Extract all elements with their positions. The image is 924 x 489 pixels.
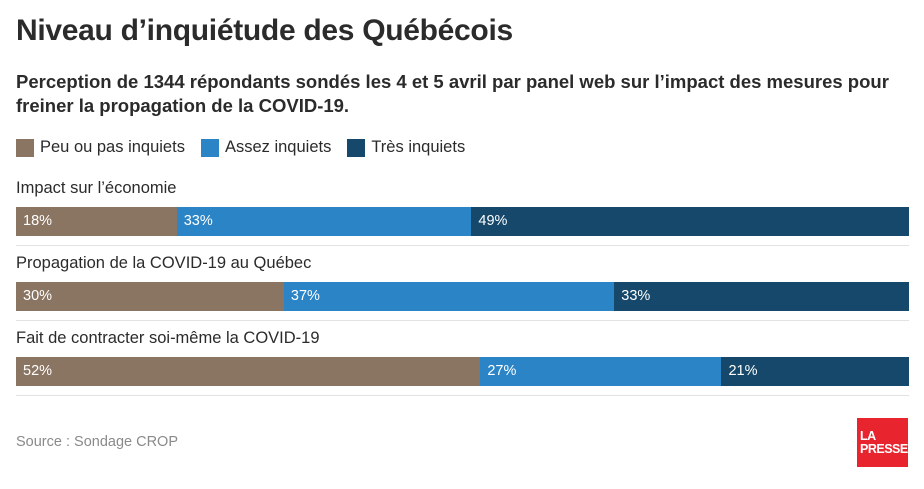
legend: Peu ou pas inquiets Assez inquiets Très in… [16,138,465,157]
stacked-bar: 18% 33% 49% [16,207,909,236]
bar-segment: 30% [16,282,284,311]
chart-title: Niveau d’inquiétude des Québécois [16,14,513,47]
legend-label: Très inquiets [371,138,466,156]
category-label: Propagation de la COVID-19 au Québec [16,254,312,272]
chart-row: Propagation de la COVID-19 au Québec 30% 3… [16,253,909,328]
legend-item: Peu ou pas inquiets [16,138,185,157]
stacked-bar: 52% 27% 21% [16,357,909,386]
bar-segment: 37% [283,282,615,311]
legend-swatch [16,138,34,157]
chart-row: Fait de contracter soi-même la COVID-19 5… [16,328,909,403]
legend-item: Assez inquiets [200,138,332,157]
chart-subtitle: Perception de 1344 répondants sondés les… [16,71,889,116]
source-note: Source : Sondage CROP [16,434,179,450]
row-divider [16,395,909,396]
bar-segment: 52% [16,357,481,386]
bar-segment: 33% [176,207,472,236]
category-label: Impact sur l’économie [16,179,177,197]
legend-swatch [347,138,366,157]
la-presse-logo: LA PRESSE [857,418,908,467]
category-label: Fait de contracter soi-même la COVID-19 [16,329,320,347]
bar-segment: 27% [480,357,722,386]
legend-swatch [200,138,219,157]
bar-segment: 49% [471,207,909,236]
chart-row: Impact sur l’économie 18% 33% 49% [16,178,909,253]
bar-segment: 18% [16,207,177,236]
row-divider [16,320,909,321]
logo-line-2: PRESSE [860,441,908,456]
bar-segment: 21% [721,357,909,386]
row-divider [16,245,909,246]
legend-label: Assez inquiets [224,138,332,156]
stacked-bar: 30% 37% 33% [16,282,909,311]
bar-segment: 33% [614,282,909,311]
logo-line-1: LA [860,428,876,443]
legend-label: Peu ou pas inquiets [40,138,185,156]
stacked-bar-chart: Impact sur l’économie 18% 33% 49% Propagatio… [16,178,909,403]
legend-item: Très inquiets [347,138,465,157]
